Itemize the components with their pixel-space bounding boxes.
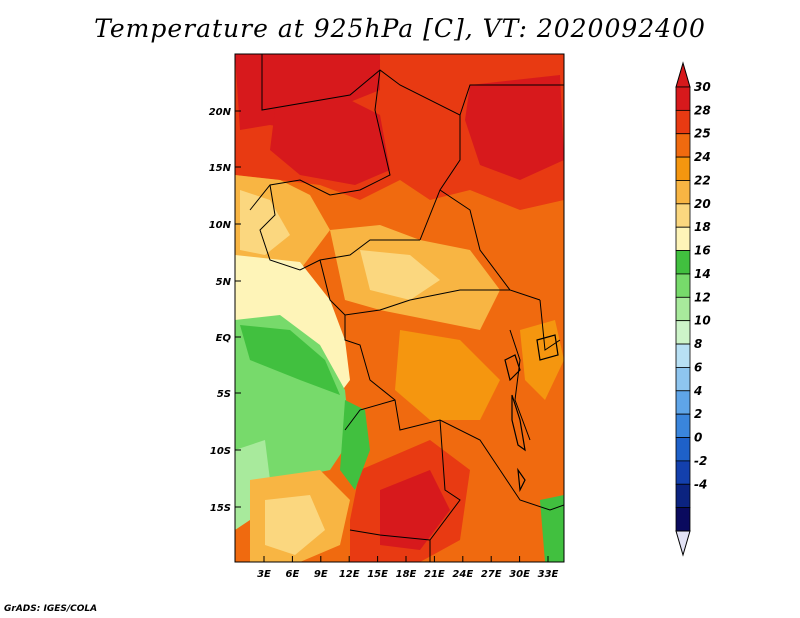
- lat-tick-label: 10N: [209, 220, 232, 231]
- colorbar-segment: [675, 437, 691, 462]
- colorbar-label: 16: [694, 244, 711, 258]
- colorbar-label: 0: [694, 431, 702, 445]
- lon-tick-label: 27E: [481, 569, 502, 580]
- lon-tick-label: 30E: [509, 569, 530, 580]
- colorbar-segment: [675, 250, 691, 275]
- longitude-axis: 3E 6E 9E 12E 15E 18E 21E 24E 27E 30E 33E: [257, 556, 559, 580]
- lat-tick-label: 5N: [216, 277, 232, 288]
- lon-tick-label: 12E: [339, 569, 360, 580]
- colorbar-label: 24: [694, 150, 711, 164]
- colorbar-label: 25: [694, 127, 711, 141]
- colorbar-label: 6: [694, 360, 702, 374]
- lon-tick-label: 3E: [257, 569, 271, 580]
- credit-text: GrADS: IGES/COLA: [4, 604, 98, 614]
- colorbar-segment: [675, 180, 691, 205]
- lat-tick-label: EQ: [216, 333, 232, 344]
- lake-outlines: [504, 334, 559, 493]
- lat-tick-label: 20N: [209, 107, 232, 118]
- colorbar-label: 20: [694, 197, 711, 211]
- colorbar-segment: [675, 273, 691, 298]
- colorbar-segment: [675, 460, 691, 485]
- colorbar-segment: [675, 203, 691, 228]
- colorbar-label: 30: [694, 80, 711, 94]
- colorbar-label: 22: [694, 173, 711, 187]
- colorbar-label: 18: [694, 220, 711, 234]
- colorbar-label: 4: [693, 384, 702, 398]
- lon-tick-label: 21E: [424, 569, 445, 580]
- colorbar-label: -2: [694, 454, 707, 468]
- map-frame: [234, 53, 565, 563]
- lat-tick-label: 15N: [209, 163, 232, 174]
- colorbar-top-arrow: [675, 61, 691, 88]
- chart-title: Temperature at 925hPa [C], VT: 202009240…: [94, 14, 706, 43]
- lat-tick-label: 5S: [217, 389, 231, 400]
- colorbar-label: 28: [694, 103, 711, 117]
- colorbar-segment: [675, 226, 691, 251]
- lon-tick-label: 6E: [286, 569, 300, 580]
- lon-tick-label: 9E: [314, 569, 328, 580]
- lat-tick-label: 10S: [210, 446, 231, 457]
- lon-tick-label: 18E: [396, 569, 417, 580]
- latitude-axis: 20N 15N 10N 5N EQ 5S 10S 15S: [209, 107, 241, 514]
- colorbar-segment: [675, 390, 691, 415]
- colorbar-segment: [675, 367, 691, 392]
- colorbar-segment: [675, 507, 691, 532]
- colorbar-label: 12: [694, 290, 711, 304]
- country-borders: [249, 54, 564, 562]
- colorbar-segment: [675, 320, 691, 345]
- colorbar-segment: [675, 413, 691, 438]
- colorbar-segment: [675, 156, 691, 181]
- lat-tick-label: 15S: [210, 503, 231, 514]
- colorbar-label: 2: [694, 407, 702, 421]
- lon-tick-label: 33E: [538, 569, 559, 580]
- colorbar-segment: [675, 296, 691, 322]
- colorbar-segment: [675, 343, 691, 368]
- colorbar-segment: [675, 86, 691, 111]
- temperature-field: [235, 54, 564, 562]
- colorbar-bottom-arrow: [675, 530, 691, 557]
- colorbar-label: 14: [694, 267, 711, 281]
- colorbar-segment: [675, 133, 691, 158]
- colorbar-label: -4: [694, 477, 707, 491]
- lon-tick-label: 15E: [367, 569, 388, 580]
- colorbar-segment: [675, 483, 691, 509]
- colorbar-label: 10: [694, 314, 711, 328]
- colorbar-segment: [675, 109, 691, 135]
- colorbar-label: 8: [694, 337, 702, 351]
- lon-tick-label: 24E: [452, 569, 473, 580]
